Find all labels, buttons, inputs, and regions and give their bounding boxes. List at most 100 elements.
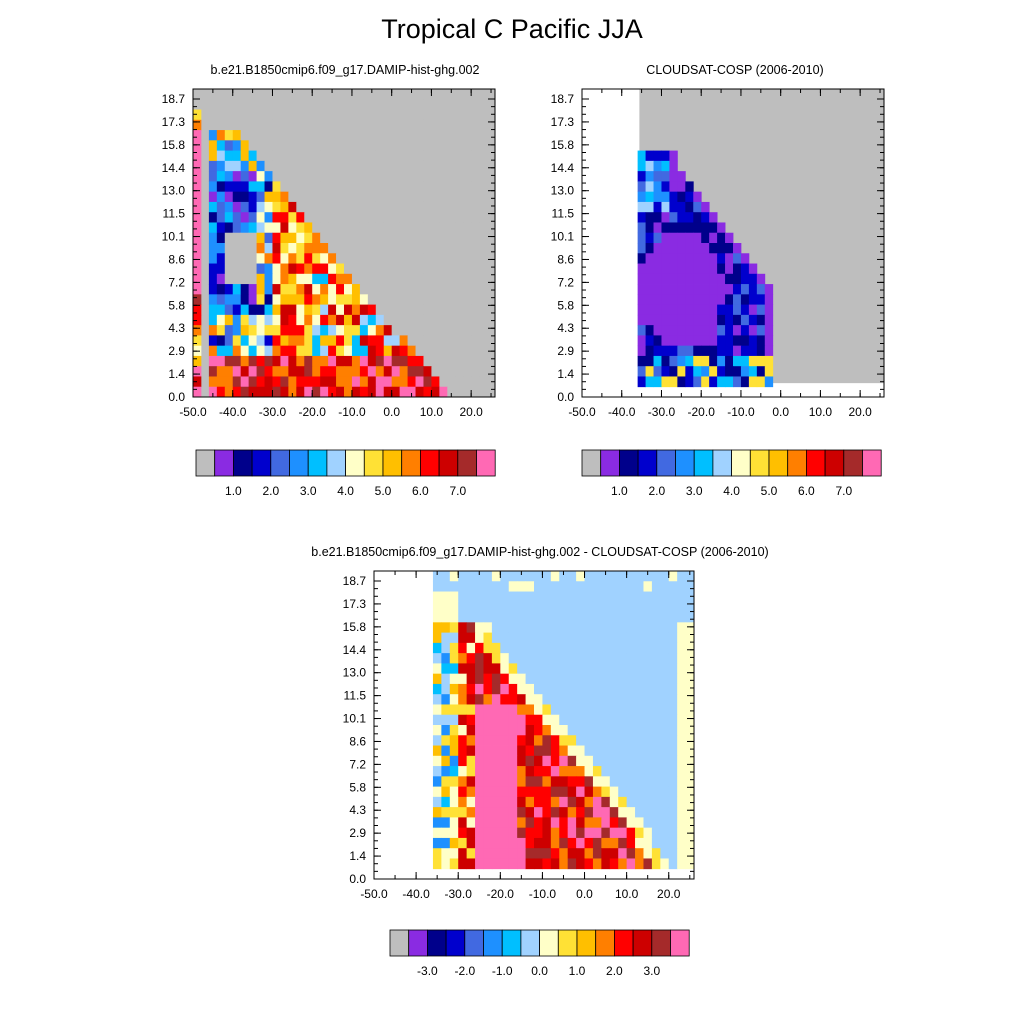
model-cell xyxy=(487,140,496,151)
obs-cell xyxy=(764,325,774,336)
diff-cell xyxy=(508,622,518,633)
obs-cell xyxy=(661,335,670,347)
model-cell xyxy=(415,150,424,162)
model-cell xyxy=(193,355,202,367)
model-cell xyxy=(407,304,416,316)
obs-cell xyxy=(637,201,646,213)
diff-cell xyxy=(635,837,644,849)
model-cell xyxy=(304,325,313,336)
diff-cell xyxy=(500,827,510,839)
model-cell xyxy=(272,222,281,234)
obs-cell xyxy=(717,253,726,264)
diff-ytick-label: 14.4 xyxy=(343,643,367,657)
diff-cell xyxy=(508,704,518,716)
model-cell xyxy=(455,314,464,326)
model-cell xyxy=(455,109,464,121)
model-cell xyxy=(359,325,369,336)
model-cell xyxy=(383,191,393,203)
model-cell xyxy=(359,212,369,223)
model-cell xyxy=(328,366,337,377)
diff-cell xyxy=(660,735,670,746)
diff-cell xyxy=(685,571,695,582)
obs-cell xyxy=(701,263,710,275)
obs-cell xyxy=(701,212,710,223)
model-cell xyxy=(351,243,361,254)
diff-cell xyxy=(660,796,670,808)
model-cell xyxy=(415,140,424,151)
diff-cell xyxy=(517,817,526,829)
obs-cell xyxy=(733,355,742,367)
diff-cell xyxy=(601,581,611,592)
obs-cell xyxy=(661,366,670,377)
model-cell xyxy=(328,232,337,244)
model-cell xyxy=(351,201,361,213)
diff-ytick-label: 2.9 xyxy=(349,826,366,840)
model-ytick-label: 15.8 xyxy=(162,138,186,152)
model-cell xyxy=(415,263,424,275)
model-cell xyxy=(336,314,345,326)
diff-cell xyxy=(550,694,560,705)
model-cell xyxy=(471,171,480,182)
model-cell xyxy=(455,263,464,275)
obs-cell xyxy=(685,273,694,285)
model-cell xyxy=(232,366,242,377)
diff-cell xyxy=(483,612,493,623)
model-cell xyxy=(383,355,393,367)
obs-cell xyxy=(717,304,726,316)
diff-cell xyxy=(475,827,484,839)
obs-cell xyxy=(717,366,726,377)
model-cell xyxy=(304,201,313,213)
model-cell xyxy=(399,191,408,203)
model-cell xyxy=(216,130,226,141)
model-cell xyxy=(479,345,488,357)
model-cell xyxy=(391,232,401,244)
diff-colorbar-swatch xyxy=(426,929,447,957)
diff-cell xyxy=(500,622,510,633)
model-cell xyxy=(272,366,281,377)
model-cell xyxy=(383,243,393,254)
model-cell xyxy=(479,201,488,213)
model-xtick-label: -20.0 xyxy=(299,405,327,419)
obs-cell xyxy=(748,314,758,326)
model-cell xyxy=(344,99,353,110)
model-cell xyxy=(407,181,416,193)
model-cell xyxy=(248,109,257,121)
model-xtick-label: -30.0 xyxy=(259,405,287,419)
diff-cell xyxy=(500,673,510,685)
diff-cell xyxy=(576,612,585,623)
model-cell xyxy=(367,99,377,110)
diff-cell xyxy=(483,622,493,633)
model-cell xyxy=(336,212,345,223)
model-cell xyxy=(336,171,345,182)
diff-ytick-label: 17.3 xyxy=(343,597,367,611)
diff-cell xyxy=(534,653,543,664)
diff-cell xyxy=(592,591,602,603)
model-colorbar-swatch xyxy=(363,449,384,477)
model-cell xyxy=(431,376,440,388)
diff-cell xyxy=(660,632,670,644)
diff-cell xyxy=(441,571,451,582)
model-cell xyxy=(344,171,353,182)
diff-colorbar-swatch xyxy=(445,929,466,957)
diff-cell xyxy=(449,848,459,859)
obs-cell xyxy=(637,222,646,234)
diff-cell xyxy=(550,683,560,695)
model-cell xyxy=(479,273,488,285)
model-cell xyxy=(224,386,234,398)
diff-cell xyxy=(609,653,619,664)
diff-ytick-label: 10.1 xyxy=(343,712,367,726)
model-cell xyxy=(455,140,464,151)
diff-cell xyxy=(609,591,619,603)
model-cell xyxy=(407,140,416,151)
obs-cell xyxy=(733,325,742,336)
model-cell xyxy=(232,89,242,100)
diff-cell xyxy=(660,612,670,623)
model-cell xyxy=(336,345,345,357)
model-cell xyxy=(224,263,234,275)
diff-cell xyxy=(685,673,695,685)
model-cell xyxy=(312,345,321,357)
obs-cell xyxy=(717,232,726,244)
obs-colorbar-label: 5.0 xyxy=(761,484,778,498)
obs-cell xyxy=(764,284,774,295)
diff-cell xyxy=(576,694,585,705)
